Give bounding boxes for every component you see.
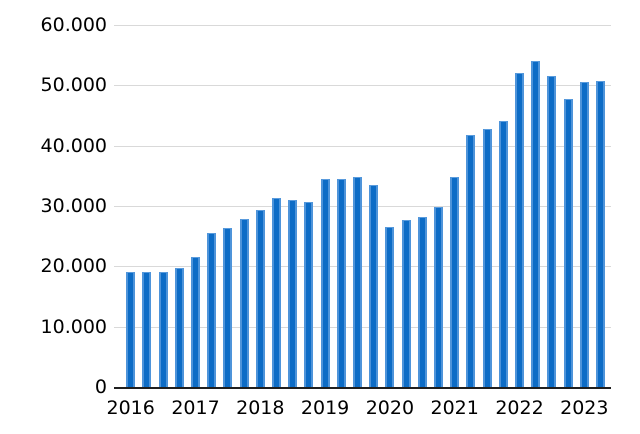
- bar-2022-q3: [547, 75, 557, 387]
- bar-2016-q4: [174, 267, 184, 387]
- bar-2018-q2: [272, 198, 281, 387]
- bar-2022-q4: [563, 98, 573, 387]
- bar-2023-q2: [596, 80, 605, 387]
- bar-2017-q2: [207, 233, 217, 387]
- bar-2016-q2: [142, 272, 152, 387]
- bar-2021-q2: [466, 135, 476, 387]
- gridline-60.000: [114, 25, 611, 26]
- bar-2023-q1: [579, 81, 589, 387]
- bar-2020-q4: [434, 207, 443, 387]
- bar-2020-q2: [401, 219, 411, 387]
- bar-2018-q1: [255, 210, 265, 387]
- y-tick-label-10.000: 10.000: [40, 315, 107, 338]
- bar-2019-q1: [320, 178, 330, 387]
- x-tick-label-2018: 2018: [236, 397, 285, 419]
- x-tick-label-2017: 2017: [171, 397, 220, 419]
- gridline-10.000: [114, 326, 611, 328]
- bar-2020-q1: [385, 226, 395, 387]
- bar-2019-q3: [353, 177, 362, 387]
- y-tick-label-20.000: 20.000: [40, 255, 107, 278]
- bar-2022-q2: [531, 61, 541, 387]
- x-tick-label-2020: 2020: [365, 397, 415, 419]
- bar-2017-q3: [223, 227, 233, 387]
- x-tick-label-2022: 2022: [495, 397, 544, 419]
- gridline-20.000: [114, 266, 611, 268]
- x-tick-label-2019: 2019: [300, 397, 350, 419]
- y-tick-label-40.000: 40.000: [40, 134, 107, 157]
- gridline-30.000: [114, 206, 611, 207]
- bar-2021-q3: [482, 128, 492, 387]
- bar-2021-q4: [498, 120, 508, 387]
- bar-2018-q3: [288, 199, 298, 387]
- bar-2018-q4: [304, 201, 314, 387]
- bar-2017-q1: [191, 256, 200, 387]
- bar-2021-q1: [450, 177, 460, 387]
- y-axis: 0 10.000 20.000 30.000 40.000 50.000 60.000: [0, 0, 107, 434]
- bar-2020-q3: [417, 217, 427, 387]
- y-tick-label-60.000: 60.000: [40, 14, 107, 36]
- y-tick-label-30.000: 30.000: [40, 195, 107, 217]
- y-tick-label-50.000: 50.000: [40, 74, 107, 97]
- bar-2016-q1: [126, 271, 136, 387]
- bar-2017-q4: [239, 219, 249, 387]
- y-tick-label-0: 0: [94, 376, 107, 398]
- x-tick-label-2021: 2021: [430, 397, 479, 419]
- bar-2019-q2: [336, 178, 346, 387]
- gridline-50.000: [114, 85, 611, 87]
- bar-2016-q3: [158, 271, 168, 387]
- gridline-40.000: [114, 145, 611, 147]
- bar-2022-q1: [515, 72, 524, 387]
- bar-2019-q4: [369, 184, 379, 387]
- x-tick-label-2023: 2023: [560, 397, 609, 419]
- plot-area: [114, 25, 611, 389]
